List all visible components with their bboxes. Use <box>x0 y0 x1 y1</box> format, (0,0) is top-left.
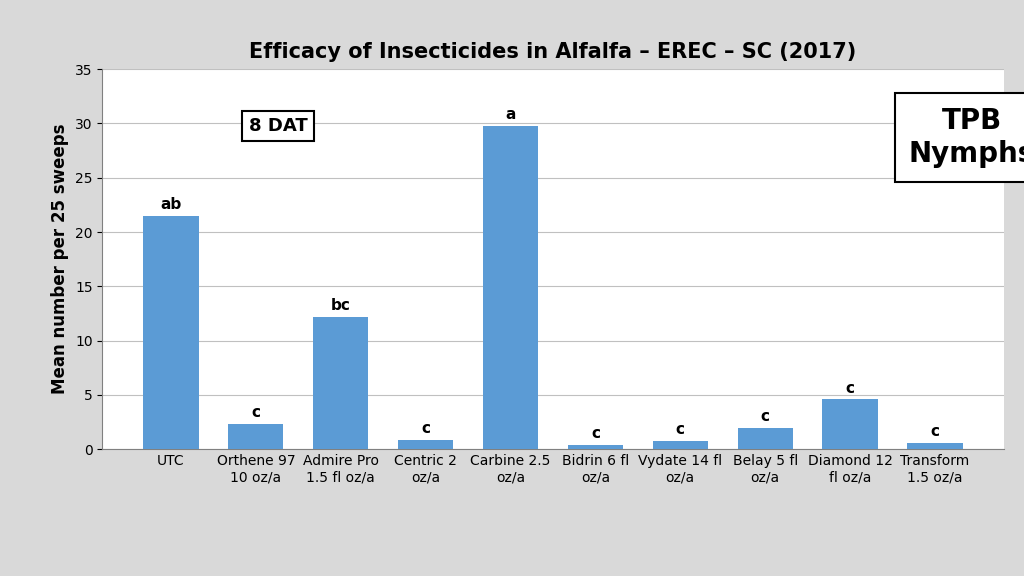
Text: 8 DAT: 8 DAT <box>249 117 307 135</box>
Bar <box>822 399 878 449</box>
Bar <box>737 427 793 449</box>
Text: TPB
Nymphs: TPB Nymphs <box>909 107 1024 168</box>
Bar <box>313 317 369 449</box>
Text: c: c <box>846 381 855 396</box>
Text: c: c <box>251 406 260 420</box>
Text: c: c <box>421 420 430 435</box>
Bar <box>398 439 454 449</box>
Bar <box>907 443 963 449</box>
Text: c: c <box>676 422 685 437</box>
Text: ab: ab <box>161 197 181 212</box>
Bar <box>652 441 708 449</box>
Title: Efficacy of Insecticides in Alfalfa – EREC – SC (2017): Efficacy of Insecticides in Alfalfa – ER… <box>249 42 857 62</box>
Bar <box>143 216 199 449</box>
Text: bc: bc <box>331 298 350 313</box>
Bar <box>228 425 284 449</box>
Text: c: c <box>591 426 600 441</box>
Text: c: c <box>761 409 770 424</box>
Text: a: a <box>505 107 516 122</box>
Bar <box>483 126 538 449</box>
Text: c: c <box>931 424 939 439</box>
Bar <box>568 445 623 449</box>
Y-axis label: Mean number per 25 sweeps: Mean number per 25 sweeps <box>51 124 70 395</box>
